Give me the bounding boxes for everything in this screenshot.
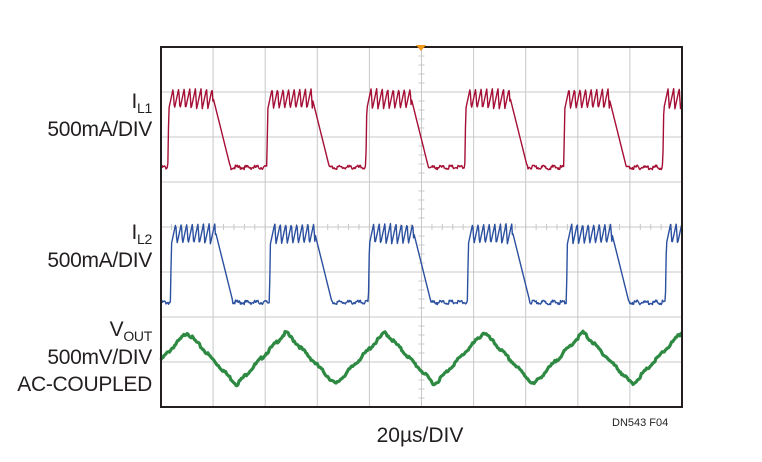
trace-vout [159, 329, 683, 388]
vout-coupling: AC-COUPLED [17, 373, 152, 396]
figure-id: DN543 F04 [612, 417, 669, 429]
il1-label: IL1 [131, 90, 152, 116]
il2-label: IL2 [131, 221, 152, 247]
trace-il2 [160, 222, 683, 306]
il2-scale: 500mA/DIV [47, 249, 152, 272]
plot-grid [160, 46, 683, 408]
x-axis-label: 20µs/DIV [376, 424, 464, 447]
trigger-marker-icon [416, 45, 426, 51]
plot-traces [159, 87, 683, 388]
vout-scale: 500mV/DIV [47, 346, 152, 369]
vout-label: VOUT [109, 318, 153, 344]
trace-il1 [160, 87, 683, 171]
il1-scale: 500mA/DIV [47, 118, 152, 141]
